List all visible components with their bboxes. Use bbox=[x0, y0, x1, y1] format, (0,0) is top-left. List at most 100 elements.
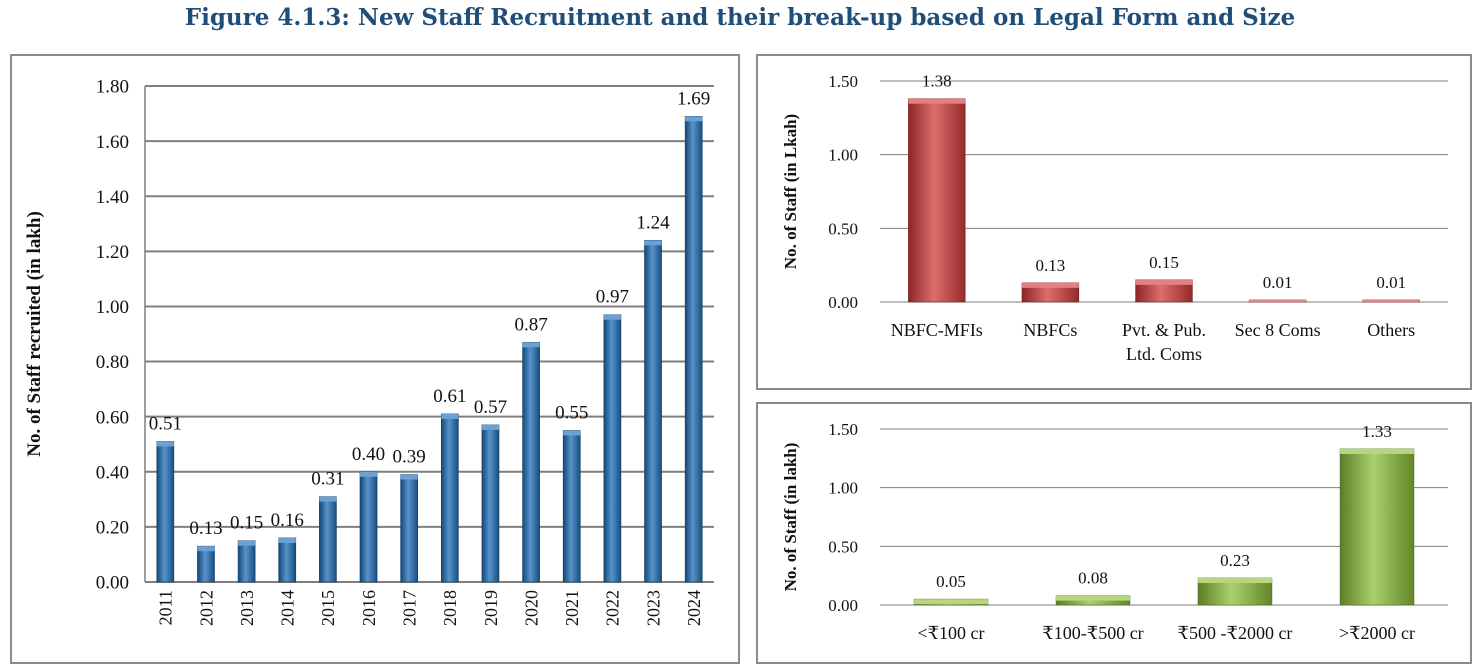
y-tick-label: 1.20 bbox=[96, 242, 129, 263]
data-label-3: 0.16 bbox=[271, 510, 304, 531]
y-tick-label: 0.00 bbox=[828, 596, 858, 615]
x-tick-label-2: Ltd. Coms bbox=[1126, 344, 1202, 364]
data-label-8: 0.57 bbox=[474, 397, 507, 418]
bar-1 bbox=[197, 545, 215, 583]
bar-cap-5 bbox=[360, 471, 378, 477]
bar-cap-1 bbox=[1022, 282, 1079, 288]
figure-title: Figure 4.1.3: New Staff Recruitment and … bbox=[184, 4, 1296, 31]
data-label-0: 0.51 bbox=[149, 413, 182, 434]
bar-cap-11 bbox=[603, 314, 621, 320]
x-tick-label-0: NBFC-MFIs bbox=[891, 320, 983, 340]
y-tick-label: 1.40 bbox=[96, 187, 129, 208]
bar-cap-0 bbox=[156, 441, 174, 447]
x-tick-label-12: 2023 bbox=[643, 590, 663, 626]
data-label-2: 0.15 bbox=[1149, 253, 1179, 272]
bar-cap-2 bbox=[238, 540, 256, 546]
data-label-4: 0.31 bbox=[311, 469, 344, 490]
y-tick-label: 0.40 bbox=[96, 462, 129, 483]
bar-cap-0 bbox=[914, 599, 988, 605]
y-tick-label: 0.00 bbox=[828, 293, 858, 312]
y-tick-label: 0.00 bbox=[96, 573, 129, 594]
bar-cap-2 bbox=[1135, 279, 1193, 285]
x-tick-label-9: 2020 bbox=[521, 590, 541, 626]
bar-cap-3 bbox=[1340, 448, 1414, 454]
y-tick-label: 1.80 bbox=[96, 77, 129, 98]
x-tick-label-3: Sec 8 Coms bbox=[1235, 320, 1321, 340]
bar-cap-1 bbox=[197, 546, 215, 552]
data-label-1: 0.13 bbox=[1036, 256, 1066, 275]
x-tick-label-5: 2016 bbox=[359, 590, 379, 626]
data-label-4: 0.01 bbox=[1376, 273, 1406, 292]
data-label-6: 0.39 bbox=[393, 447, 426, 468]
y-axis-label: No. of Staff (in Lkah) bbox=[781, 114, 800, 269]
y-tick-label: 0.50 bbox=[828, 219, 858, 238]
data-label-9: 0.87 bbox=[514, 314, 547, 335]
size-chart-panel: 0.00 0.50 1.00 1.50 No. of Staff (in lakh) 0.… bbox=[756, 402, 1472, 664]
bar-7 bbox=[440, 413, 459, 583]
bar-cap-7 bbox=[441, 413, 459, 419]
legal-form-chart-panel: 0.00 0.50 1.00 1.50 No. of Staff (in Lkah) 1.… bbox=[756, 54, 1472, 390]
data-label-12: 1.24 bbox=[636, 212, 670, 233]
bar-cap-6 bbox=[400, 474, 418, 480]
y-axis-label: No. of Staff recruited (in lakh) bbox=[24, 211, 45, 457]
yearly-recruitment-chart-panel: 0.00 0.20 0.40 0.60 0.80 1.00 1.20 1.40 1.60 1.80… bbox=[10, 54, 740, 664]
bar-13 bbox=[684, 116, 703, 583]
bar-cap-12 bbox=[644, 240, 662, 246]
bar-2 bbox=[237, 540, 256, 583]
bar-8 bbox=[481, 424, 500, 583]
bar-3 bbox=[1339, 448, 1415, 606]
x-tick-label-2: Pvt. & Pub. bbox=[1122, 320, 1206, 340]
bar-cap-10 bbox=[563, 430, 581, 436]
y-tick-label: 0.80 bbox=[96, 352, 129, 373]
data-label-1: 0.13 bbox=[189, 518, 222, 539]
bar-12 bbox=[644, 240, 662, 583]
bar-cap-4 bbox=[1362, 300, 1420, 302]
bar-3 bbox=[278, 537, 297, 583]
bar-10 bbox=[562, 430, 581, 583]
x-tick-label-6: 2017 bbox=[399, 590, 419, 626]
bar-5 bbox=[359, 471, 378, 583]
bar-4 bbox=[319, 496, 337, 583]
data-label-5: 0.40 bbox=[352, 444, 385, 465]
bar-0 bbox=[908, 98, 966, 303]
data-label-7: 0.61 bbox=[433, 386, 466, 407]
x-tick-label-0: <₹100 cr bbox=[917, 623, 984, 643]
x-tick-label-10: 2021 bbox=[562, 590, 582, 626]
bar-cap-2 bbox=[1198, 578, 1272, 584]
bar-cap-3 bbox=[278, 537, 296, 543]
y-tick-label: 1.00 bbox=[96, 297, 129, 318]
x-tick-label-1: ₹100-₹500 cr bbox=[1042, 623, 1143, 643]
bar-cap-9 bbox=[522, 342, 540, 348]
y-tick-label: 1.50 bbox=[828, 72, 858, 91]
data-label-0: 1.38 bbox=[922, 72, 952, 91]
y-axis-label: No. of Staff (in lakh) bbox=[781, 443, 800, 592]
x-tick-label-13: 2024 bbox=[684, 590, 704, 626]
bar-11 bbox=[603, 314, 622, 583]
bar-0 bbox=[156, 441, 175, 583]
y-tick-label: 1.00 bbox=[828, 479, 858, 498]
yearly-recruitment-chart: 0.00 0.20 0.40 0.60 0.80 1.00 1.20 1.40 1.60 1.80… bbox=[24, 77, 714, 626]
y-tick-label: 1.50 bbox=[828, 420, 858, 439]
x-tick-label-4: Others bbox=[1367, 320, 1415, 340]
data-label-11: 0.97 bbox=[596, 287, 629, 308]
bar-6 bbox=[400, 474, 419, 583]
data-label-0: 0.05 bbox=[936, 572, 966, 591]
x-tick-label-8: 2019 bbox=[481, 590, 501, 626]
data-label-1: 0.08 bbox=[1078, 569, 1108, 588]
size-chart: 0.00 0.50 1.00 1.50 No. of Staff (in lakh) 0.… bbox=[781, 420, 1448, 643]
y-tick-label: 0.50 bbox=[828, 537, 858, 556]
bar-cap-1 bbox=[1056, 595, 1130, 601]
data-label-3: 0.01 bbox=[1263, 273, 1293, 292]
bar-cap-3 bbox=[1249, 300, 1306, 302]
y-tick-label: 1.00 bbox=[828, 146, 858, 165]
legal-form-chart: 0.00 0.50 1.00 1.50 No. of Staff (in Lkah) 1.… bbox=[781, 72, 1448, 364]
bar-cap-8 bbox=[481, 424, 499, 430]
y-tick-label: 0.20 bbox=[96, 518, 129, 539]
data-label-13: 1.69 bbox=[677, 88, 710, 109]
x-tick-label-7: 2018 bbox=[440, 590, 460, 626]
bar-cap-0 bbox=[908, 98, 966, 104]
bar-cap-4 bbox=[319, 496, 337, 502]
data-label-3: 1.33 bbox=[1362, 422, 1392, 441]
y-tick-label: 1.60 bbox=[96, 132, 129, 153]
x-tick-label-11: 2022 bbox=[603, 590, 623, 626]
